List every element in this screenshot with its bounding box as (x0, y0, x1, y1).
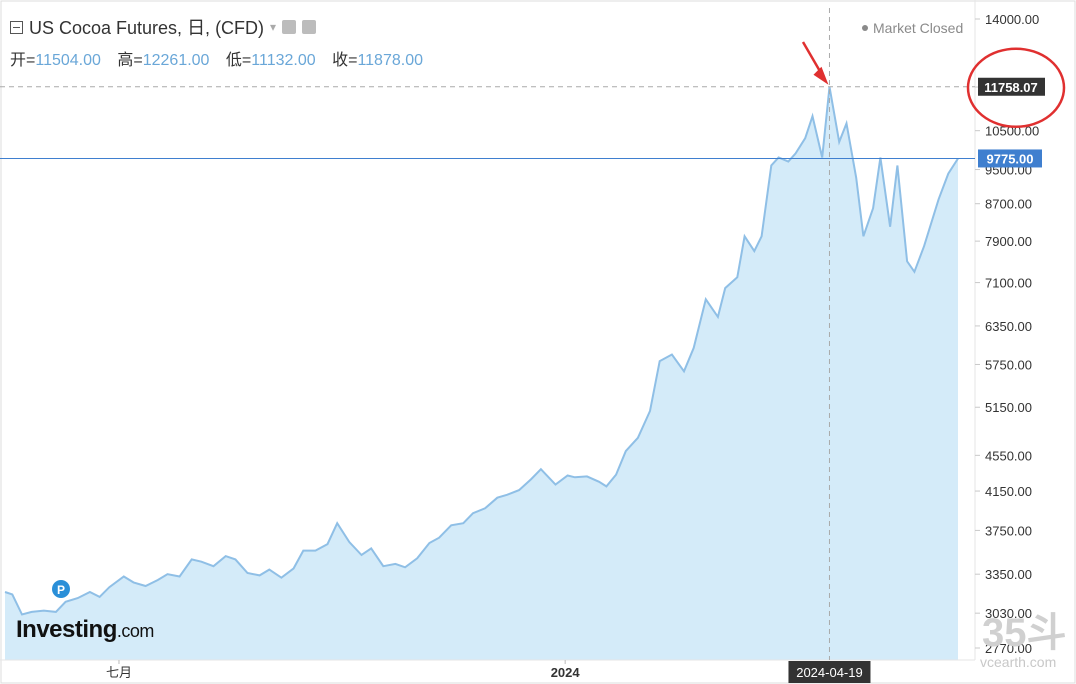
crosshair-price-label: 11758.07 (984, 80, 1038, 95)
status-dot-icon (862, 25, 868, 31)
collapse-icon[interactable] (10, 20, 23, 34)
low-value: 11132.00 (251, 52, 316, 69)
low-label: 低= (225, 52, 252, 69)
market-status: Market Closed (862, 20, 963, 36)
gear-icon[interactable] (302, 20, 317, 34)
open-value: 11504.00 (35, 52, 101, 69)
y-tick-label: 4150.00 (985, 484, 1032, 499)
x-tick-label: 2024 (551, 665, 581, 680)
plot-area (4, 86, 959, 661)
investing-logo: Investing.com (16, 616, 154, 643)
close-value: 11878.00 (357, 52, 423, 69)
watermark-site: vcearth.com (980, 654, 1057, 670)
chevron-down-icon[interactable]: ▾ (270, 20, 277, 34)
chart-title: US Cocoa Futures, 日, (CFD) (29, 18, 265, 38)
y-tick-label: 14000.00 (985, 12, 1039, 27)
watermark: 35斗 (982, 611, 1067, 655)
time-axis: 七月 2024 (0, 659, 975, 680)
market-status-label: Market Closed (873, 20, 964, 36)
y-tick-label: 5750.00 (985, 357, 1032, 372)
high-label: 高= (117, 52, 143, 69)
annotation-arrow-head (813, 66, 829, 85)
crosshair-date-label: 2024-04-19 (796, 665, 863, 680)
high-value: 12261.00 (142, 52, 210, 69)
y-tick-label: 8700.00 (985, 197, 1032, 212)
x-tick-label: 七月 (106, 665, 132, 680)
eye-icon[interactable] (282, 20, 297, 34)
p-marker-label: P (57, 583, 65, 597)
chart-header: US Cocoa Futures, 日, (CFD) ▾ (10, 14, 317, 40)
area-fill (5, 86, 958, 661)
y-tick-label: 7900.00 (985, 234, 1032, 249)
crosshair-price-badge (978, 77, 1045, 96)
annotation-circle (966, 47, 1066, 129)
y-tick-label: 3350.00 (985, 567, 1032, 582)
close-label: 收= (332, 52, 358, 69)
y-tick-label: 6350.00 (985, 319, 1032, 334)
overlay: 9775.00 11758.07 2024-04-19 P (0, 8, 1066, 683)
current-price-badge (978, 149, 1042, 168)
y-tick-label: 3030.00 (985, 606, 1032, 621)
y-tick-label: 5150.00 (985, 400, 1032, 415)
open-label: 开= (10, 52, 36, 69)
y-tick-label: 3750.00 (985, 523, 1032, 538)
price-line (4, 86, 959, 616)
price-axis: 14000.0010500.009500.008700.007900.00710… (974, 0, 1039, 660)
crosshair-date-badge (788, 661, 871, 683)
y-tick-label: 7100.00 (985, 276, 1032, 291)
y-tick-label: 4550.00 (985, 448, 1032, 463)
p-marker-icon (52, 580, 70, 598)
y-tick-label: 2770.00 (985, 641, 1032, 656)
ohlc-legend: 开=11504.00 高=12261.00 低=11132.00 收=11878… (10, 46, 435, 70)
y-tick-label: 10500.00 (985, 124, 1039, 139)
current-price-label: 9775.00 (987, 151, 1034, 166)
